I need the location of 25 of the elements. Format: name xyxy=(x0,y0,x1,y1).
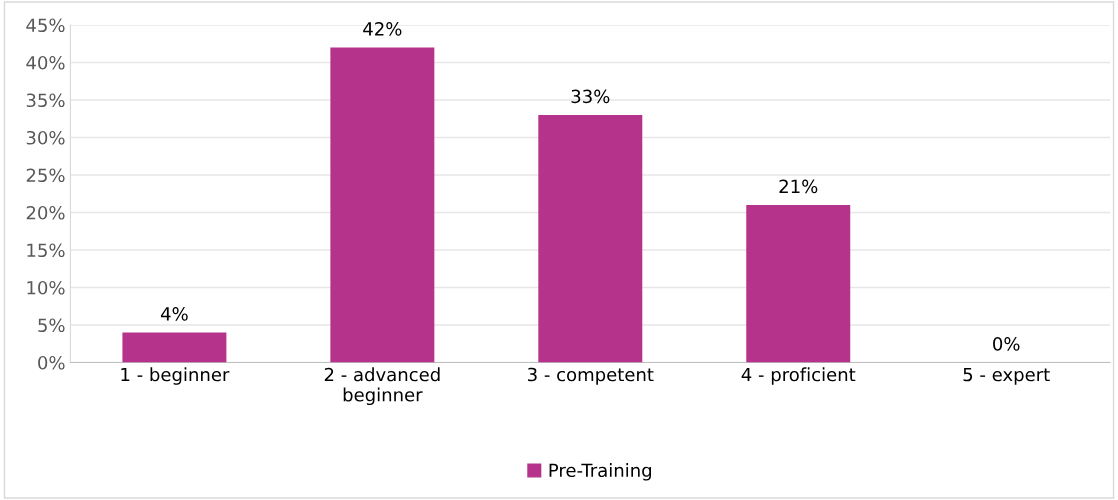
x-tick-label: 2 - advanced beginner xyxy=(324,367,440,406)
y-tick-label: 15% xyxy=(27,243,65,258)
y-tick-label: 25% xyxy=(26,168,65,183)
y-tick-label: 30% xyxy=(26,130,65,145)
data-label: 42% xyxy=(363,22,402,36)
y-tick-label: 45% xyxy=(26,18,65,33)
bar xyxy=(122,332,227,363)
x-tick-label: 4 - proficient xyxy=(741,367,856,385)
bar xyxy=(330,47,435,363)
y-tick-label: 20% xyxy=(26,205,65,220)
legend-label: Pre-Training xyxy=(549,463,651,481)
y-tick-label: 35% xyxy=(26,93,65,108)
y-tick-label: 0% xyxy=(38,355,65,370)
y-tick-label: 40% xyxy=(26,55,65,70)
x-tick-label: 5 - expert xyxy=(963,367,1050,385)
x-tick-label: 3 - competent xyxy=(528,367,654,385)
y-tick-label: 10% xyxy=(27,280,65,295)
bar xyxy=(538,115,643,363)
y-tick-label: 5% xyxy=(38,318,65,333)
x-tick-label: 1 - beginner xyxy=(121,367,230,385)
data-label: 21% xyxy=(779,179,818,194)
data-label: 33% xyxy=(571,89,610,104)
data-label: 0% xyxy=(993,337,1020,351)
data-label: 4% xyxy=(160,307,188,321)
bar xyxy=(746,205,851,363)
